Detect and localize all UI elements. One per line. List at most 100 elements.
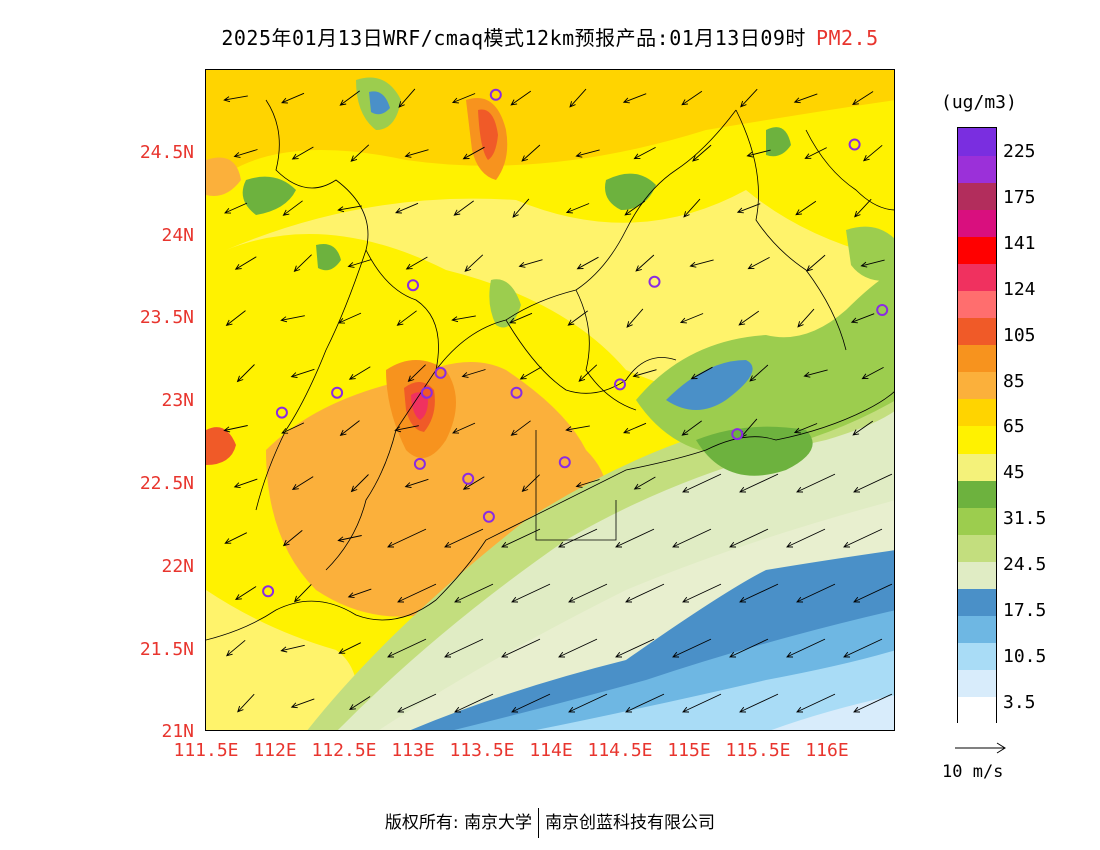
wind-vector [404, 149, 429, 158]
copyright-org-nju: 南京大学 [464, 813, 533, 833]
colorbar-label: 65 [1003, 416, 1025, 437]
wind-vector [786, 638, 826, 658]
wind-vector [682, 473, 722, 493]
colorbar-swatch [958, 344, 996, 373]
wind-vector [624, 200, 646, 216]
wind-vector [635, 254, 655, 272]
colorbar-swatch [958, 317, 996, 346]
wind-vector [622, 93, 647, 104]
wind-vector [863, 144, 883, 162]
wind-vector [395, 202, 419, 214]
wind-vector [338, 642, 361, 654]
wind-vector [850, 313, 875, 324]
colorbar-units: (ug/m3) [941, 92, 1017, 113]
wind-vector [565, 425, 590, 433]
title-text: 2025年01月13日WRF/cmaq模式12km预报产品:01月13日09时 [221, 26, 806, 50]
wind-vector [738, 310, 760, 326]
footer-divider [538, 808, 540, 838]
wind-vector [394, 425, 419, 433]
wind-vector [625, 583, 665, 603]
wind-vector [569, 88, 587, 108]
wind-vector [692, 144, 712, 162]
y-tick-label: 21.5N [139, 639, 194, 660]
reference-vector-label: 10 m/s [942, 762, 1004, 782]
colorbar-label: 45 [1003, 462, 1025, 483]
wind-vector [282, 530, 303, 547]
wind-vector [578, 364, 598, 382]
pm25-concentration-map [205, 69, 895, 731]
wind-vector [454, 583, 494, 603]
station-marker [614, 378, 626, 391]
wind-vector [729, 528, 769, 548]
wind-vector [615, 638, 655, 658]
wind-vector [681, 90, 703, 106]
wind-vector [511, 583, 551, 603]
wind-vector [462, 146, 485, 160]
station-marker [648, 275, 661, 288]
wind-vector [740, 88, 758, 108]
wind-vector [281, 422, 305, 434]
wind-vector [223, 425, 248, 433]
wind-vector [337, 205, 362, 213]
colorbar-swatch [958, 155, 996, 183]
wind-vector [682, 693, 722, 713]
wind-vector [852, 91, 874, 106]
wind-vectors [223, 88, 893, 713]
wind-vector [575, 479, 600, 488]
colorbar-label: 105 [1003, 325, 1036, 346]
wind-vector [625, 693, 665, 713]
wind-vector [567, 310, 588, 326]
wind-vector [797, 308, 815, 328]
map-title: 2025年01月13日WRF/cmaq模式12km预报产品:01月13日09时 P… [0, 22, 1100, 51]
wind-vector [350, 144, 370, 162]
coastline-and-borders [206, 99, 894, 641]
wind-vector [633, 476, 656, 490]
station-marker [731, 428, 744, 441]
wind-vector [679, 313, 704, 324]
colorbar [957, 127, 997, 725]
wind-vector [405, 256, 428, 270]
wind-vector [462, 476, 485, 490]
y-tick-label: 21N [161, 721, 194, 742]
station-marker [482, 510, 495, 523]
wind-vector [746, 149, 771, 158]
colorbar-swatch [958, 453, 996, 481]
wind-vector [852, 420, 874, 436]
colorbar-swatch [958, 182, 996, 210]
wind-vector [729, 638, 769, 658]
wind-vector [803, 369, 828, 378]
wind-vector [349, 696, 371, 711]
concentration-fields [206, 70, 894, 730]
station-marker [510, 386, 523, 399]
colorbar-label: 3.5 [1003, 692, 1036, 713]
colorbar-swatch [958, 480, 996, 508]
wind-vector [451, 93, 476, 104]
station-marker [876, 304, 889, 316]
monitoring-stations [262, 88, 889, 598]
wind-vector [793, 423, 818, 434]
wind-vector [861, 367, 884, 380]
wind-vector [444, 638, 484, 658]
x-tick-label: 111.5E [173, 740, 239, 761]
wind-vector [749, 364, 769, 382]
wind-vector [804, 147, 827, 159]
wind-vector [397, 583, 437, 603]
x-tick-label: 113.5E [449, 740, 515, 761]
wind-vector [565, 203, 590, 214]
wind-vector [510, 90, 532, 106]
wind-vector [338, 312, 362, 324]
wind-vector [615, 528, 655, 548]
wind-vector [339, 90, 360, 106]
wind-vector [282, 200, 303, 216]
wind-vector [280, 315, 305, 323]
wind-vector [397, 693, 437, 713]
x-tick-label: 116E [805, 740, 849, 761]
wind-vector [461, 369, 486, 378]
station-marker [434, 366, 447, 379]
station-marker [275, 406, 288, 419]
wind-vector [501, 638, 541, 658]
wind-vector [347, 588, 372, 599]
wind-vector [398, 88, 416, 108]
wind-vector [235, 586, 257, 601]
colorbar-label: 17.5 [1003, 600, 1047, 621]
